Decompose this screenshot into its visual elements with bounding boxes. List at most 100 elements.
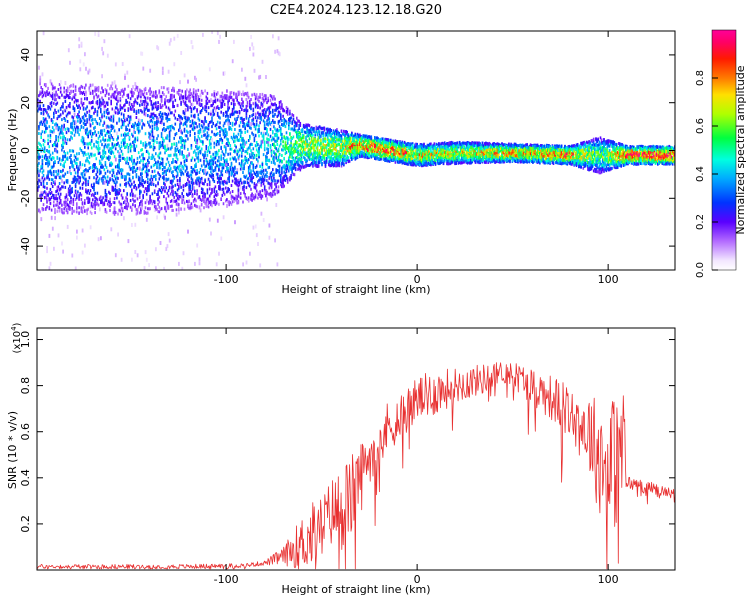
spectrogram-cell bbox=[168, 99, 171, 103]
spectrogram-cell bbox=[140, 148, 142, 152]
spectrogram-cell bbox=[63, 211, 65, 215]
spectrogram-cell bbox=[96, 110, 99, 114]
spectrogram-cell bbox=[76, 204, 78, 208]
spectrogram-cell bbox=[131, 155, 133, 158]
spectrogram-cell bbox=[253, 123, 256, 127]
spectrogram-cell bbox=[187, 116, 189, 120]
spectrogram-cell bbox=[66, 157, 69, 161]
spectrogram-cell bbox=[56, 142, 59, 146]
spectrogram-cell bbox=[221, 141, 224, 145]
spectrogram-cell bbox=[164, 183, 166, 187]
spectrogram-cell bbox=[54, 180, 56, 185]
spectrogram-cell bbox=[71, 186, 73, 190]
spectrogram-cell bbox=[179, 136, 181, 140]
spectrogram-cell bbox=[71, 149, 73, 153]
spectrogram-cell bbox=[108, 180, 110, 184]
spectrogram-cell bbox=[102, 203, 104, 207]
spectrogram-cell bbox=[237, 188, 240, 192]
spectrogram-cell bbox=[164, 144, 166, 148]
spectrogram-cell bbox=[203, 169, 205, 173]
spectrogram-cell bbox=[244, 194, 246, 198]
spectrogram-cell bbox=[143, 88, 146, 92]
spectrogram-cell bbox=[61, 203, 63, 207]
spectrogram-cell bbox=[159, 189, 162, 192]
spectrogram-cell bbox=[87, 180, 89, 183]
spectrogram-cell bbox=[229, 96, 232, 100]
spectrogram-cell bbox=[219, 186, 221, 190]
spectrogram-cell bbox=[147, 211, 149, 215]
spectrogram-cell bbox=[151, 134, 154, 138]
spectrogram-cell bbox=[96, 99, 99, 103]
spectrogram-cell bbox=[85, 92, 87, 97]
spectrogram-cell bbox=[243, 145, 245, 148]
spectrogram-cell bbox=[184, 120, 187, 124]
spectrogram-cell bbox=[182, 251, 185, 256]
spectrogram-cell bbox=[241, 164, 243, 168]
spectrogram-cell bbox=[261, 92, 264, 96]
spectrogram-cell bbox=[218, 140, 220, 144]
spectrogram-cell bbox=[82, 176, 85, 180]
spectrogram-cell bbox=[197, 113, 200, 117]
spectrogram-cell bbox=[129, 205, 132, 209]
spectrogram-cell bbox=[62, 158, 64, 162]
spectrogram-cell bbox=[179, 195, 181, 199]
spectrogram-cell bbox=[43, 108, 46, 111]
spectrogram-cell bbox=[110, 99, 112, 103]
spectrogram-cell bbox=[202, 120, 204, 124]
spectrogram-cell bbox=[100, 171, 102, 175]
spectrogram-cell bbox=[206, 183, 209, 187]
spectrogram-cell bbox=[242, 100, 244, 104]
spectrogram-cell bbox=[73, 125, 76, 129]
spectrogram-cell bbox=[128, 136, 131, 139]
spectrogram-cell bbox=[70, 196, 72, 200]
spectrogram-cell bbox=[114, 147, 117, 151]
spectrogram-cell bbox=[74, 176, 77, 179]
spectrogram-cell bbox=[139, 192, 141, 196]
spectrogram-cell bbox=[247, 166, 250, 170]
spectrogram-cell bbox=[168, 134, 171, 138]
spectrogram-cell bbox=[120, 212, 123, 216]
spectrogram-cell bbox=[196, 169, 198, 173]
spectrogram-cell bbox=[187, 204, 189, 208]
spectrogram-cell bbox=[124, 175, 126, 179]
spectrogram-cell bbox=[245, 150, 248, 154]
spectrogram-cell bbox=[194, 197, 196, 201]
spectrogram-cell bbox=[168, 131, 171, 135]
spectrogram-cell bbox=[261, 134, 264, 138]
spectrogram-cell bbox=[89, 92, 92, 95]
spectrogram-cell bbox=[197, 152, 200, 156]
spectrogram-cell bbox=[243, 118, 245, 121]
spectrogram-cell bbox=[57, 135, 60, 139]
spectrogram-cell bbox=[137, 205, 140, 209]
spectrogram-cell bbox=[179, 179, 181, 182]
spectrogram-cell bbox=[119, 147, 122, 151]
spectrogram-cell bbox=[157, 46, 160, 51]
spectrogram-cell bbox=[136, 86, 139, 89]
spectrogram-cell bbox=[286, 180, 289, 184]
spectrogram-cell bbox=[101, 96, 103, 100]
spectrogram-cell bbox=[88, 155, 91, 159]
spectrogram-cell bbox=[212, 161, 214, 165]
spectrogram-cell bbox=[320, 138, 322, 142]
spectrogram-cell bbox=[161, 70, 164, 75]
spectrogram-cell bbox=[62, 138, 64, 142]
spectrogram-cell bbox=[181, 139, 183, 143]
spectrogram-cell bbox=[57, 185, 60, 189]
spectrogram-cell bbox=[213, 199, 216, 203]
spectrogram-cell bbox=[245, 174, 248, 178]
spectrogram-cell bbox=[198, 100, 201, 104]
spectrogram-cell bbox=[101, 129, 103, 133]
spectrogram-cell bbox=[274, 97, 276, 101]
spectrogram-cell bbox=[220, 127, 222, 131]
spectrogram-cell bbox=[249, 105, 251, 109]
spectrogram-cell bbox=[159, 145, 162, 149]
spectrogram-cell bbox=[82, 107, 85, 111]
spectrogram-cell bbox=[119, 91, 122, 95]
spectrogram-cell bbox=[173, 89, 175, 93]
spectrogram-cell bbox=[165, 113, 167, 116]
spectrogram-cell bbox=[103, 145, 106, 149]
spectrogram-cell bbox=[95, 166, 98, 170]
spectrogram-cell bbox=[45, 129, 47, 133]
spectrogram-cell bbox=[94, 125, 96, 129]
spectrogram-cell bbox=[153, 200, 156, 204]
